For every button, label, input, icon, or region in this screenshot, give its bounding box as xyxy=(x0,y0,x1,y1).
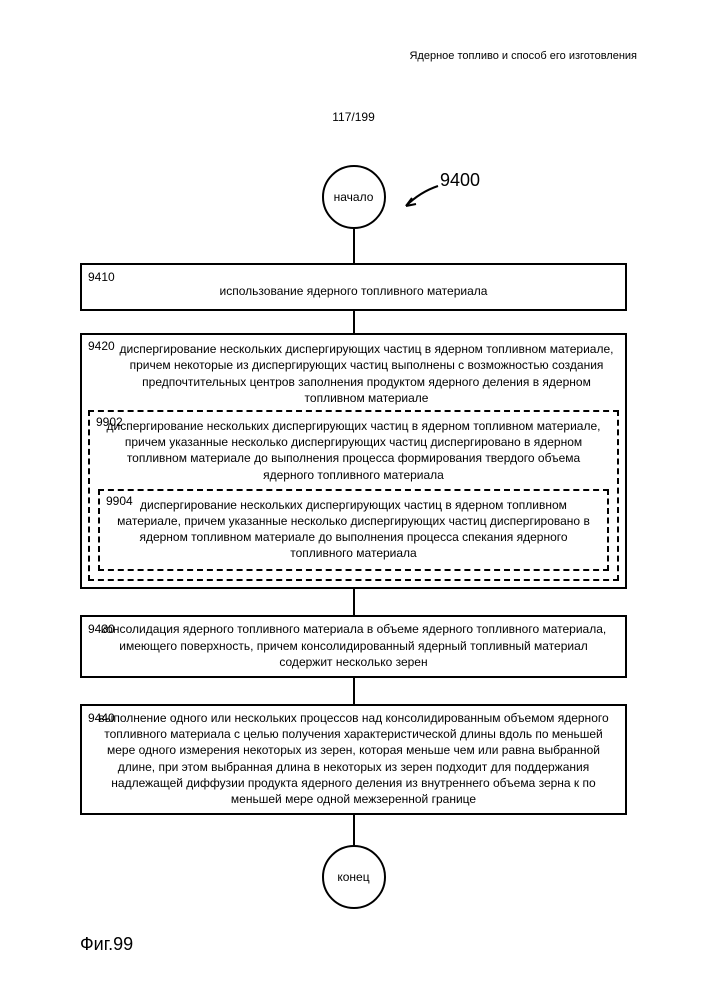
step-num: 9902 xyxy=(96,414,123,430)
step-text: диспергирование нескольких диспергирующи… xyxy=(108,497,599,562)
step-9902: 9902 диспергирование нескольких дисперги… xyxy=(88,410,619,582)
end-terminal: конец xyxy=(322,845,386,909)
step-text: диспергирование нескольких диспергирующи… xyxy=(88,341,619,408)
step-text: выполнение одного или нескольких процесс… xyxy=(90,710,617,807)
start-terminal: начало xyxy=(322,165,386,229)
step-text: консолидация ядерного топливного материа… xyxy=(90,621,617,670)
step-num: 9430 xyxy=(88,621,115,637)
connector xyxy=(353,229,355,263)
connector xyxy=(353,815,355,845)
flowchart: начало 9410 использование ядерного топли… xyxy=(80,165,627,909)
step-9430: 9430 консолидация ядерного топливного ма… xyxy=(80,615,627,678)
step-num: 9410 xyxy=(88,269,115,285)
connector xyxy=(353,589,355,615)
step-9440: 9440 выполнение одного или нескольких пр… xyxy=(80,704,627,815)
step-num: 9420 xyxy=(88,339,115,353)
step-text: использование ядерного топливного матери… xyxy=(90,283,617,299)
doc-title: Ядерное топливо и способ его изготовлени… xyxy=(409,50,637,62)
connector xyxy=(353,678,355,704)
step-text: диспергирование нескольких диспергирующи… xyxy=(98,418,609,483)
step-9904: 9904 диспергирование нескольких дисперги… xyxy=(98,489,609,572)
connector xyxy=(353,311,355,333)
step-num: 9440 xyxy=(88,710,115,726)
end-label: конец xyxy=(337,870,369,884)
step-9410: 9410 использование ядерного топливного м… xyxy=(80,263,627,311)
step-9420: 9420 диспергирование нескольких дисперги… xyxy=(80,333,627,589)
step-num: 9904 xyxy=(106,493,133,509)
figure-caption: Фиг.99 xyxy=(80,934,133,955)
page-indicator: 117/199 xyxy=(0,110,707,124)
start-label: начало xyxy=(334,190,374,204)
step-text-span: диспергирование нескольких диспергирующи… xyxy=(120,342,614,405)
